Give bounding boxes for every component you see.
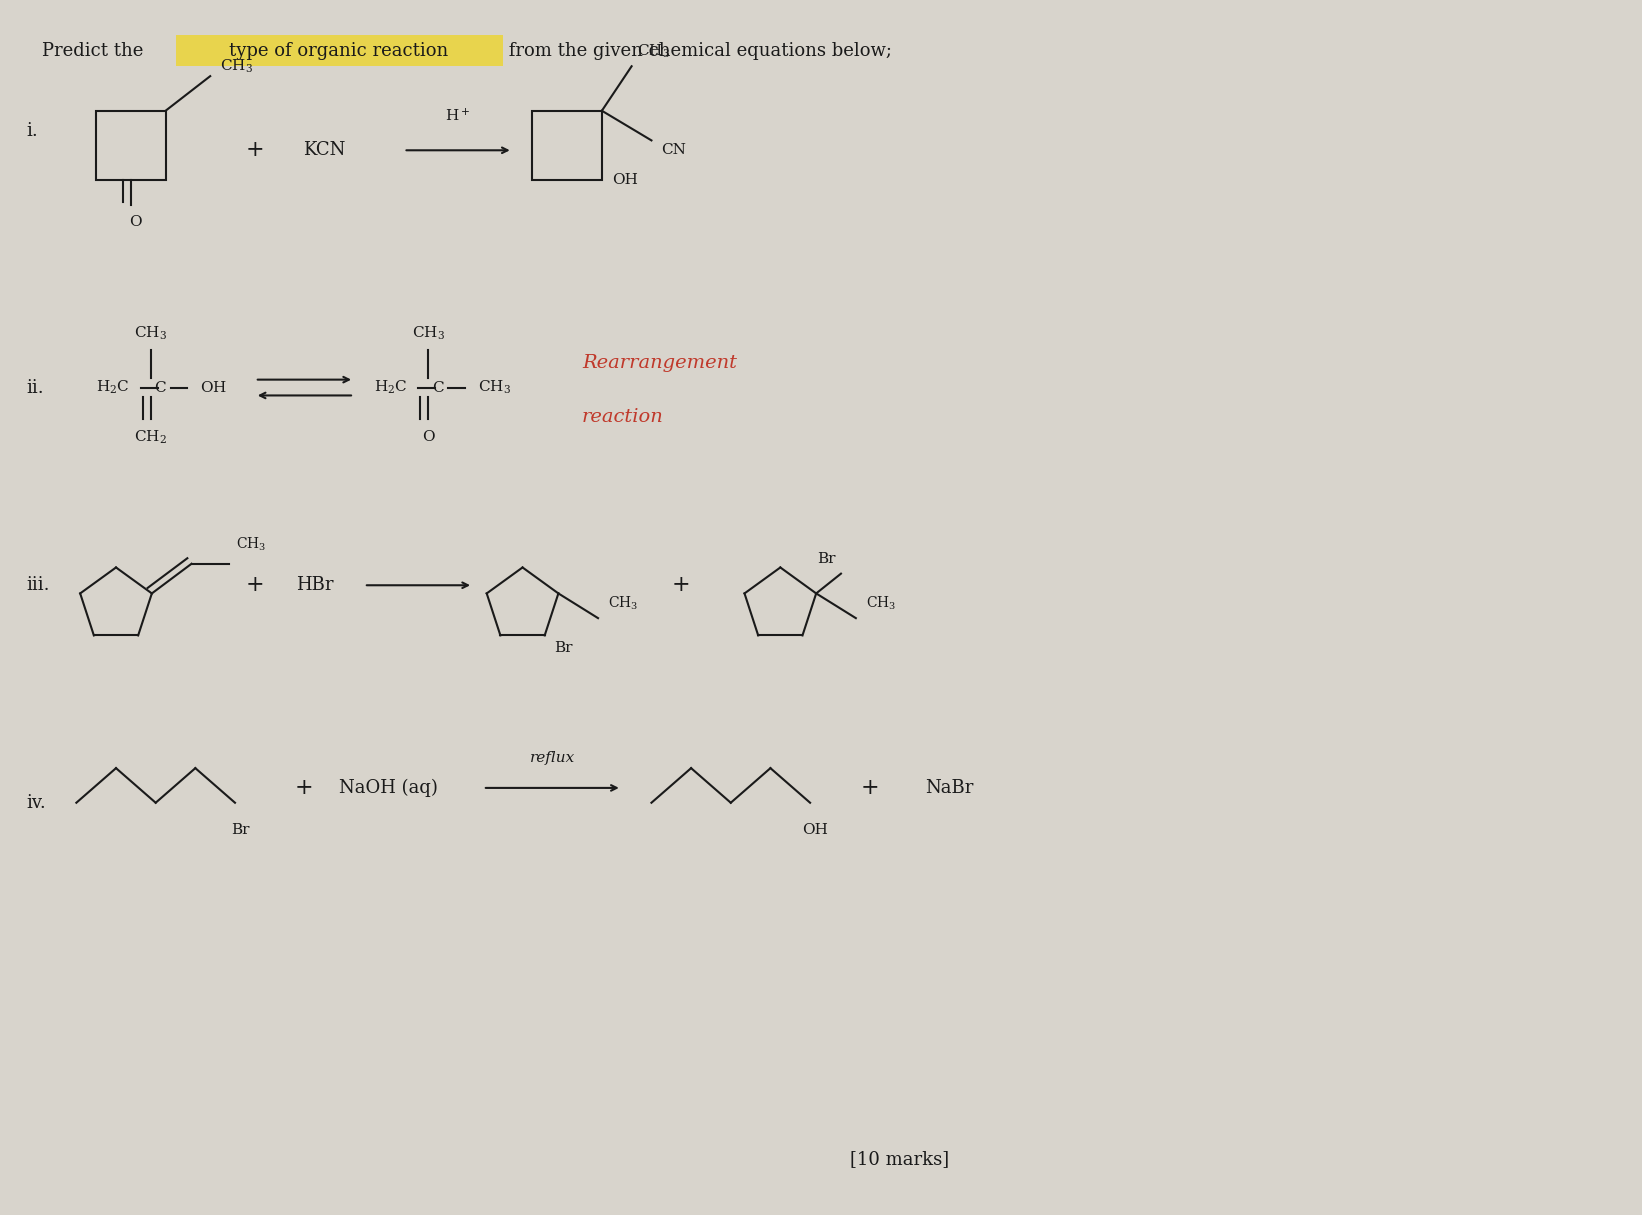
Text: Br: Br bbox=[232, 823, 250, 836]
FancyBboxPatch shape bbox=[176, 34, 502, 67]
Text: $\mathregular{CH_3}$: $\mathregular{CH_3}$ bbox=[236, 536, 266, 553]
Text: iv.: iv. bbox=[26, 793, 46, 812]
Text: NaBr: NaBr bbox=[924, 779, 974, 797]
Text: Rearrangement: Rearrangement bbox=[581, 354, 737, 372]
Text: $\mathregular{CH_3}$: $\mathregular{CH_3}$ bbox=[220, 57, 253, 75]
Text: $\mathregular{CH_3}$: $\mathregular{CH_3}$ bbox=[865, 594, 897, 612]
Text: from the given chemical equations below;: from the given chemical equations below; bbox=[502, 43, 892, 61]
Text: +: + bbox=[296, 776, 314, 799]
Text: reflux: reflux bbox=[530, 751, 575, 765]
Text: $\mathregular{CH_3}$: $\mathregular{CH_3}$ bbox=[412, 324, 445, 341]
Text: OH: OH bbox=[612, 173, 637, 187]
Text: $\mathregular{CH_3}$: $\mathregular{CH_3}$ bbox=[478, 379, 511, 396]
Text: +: + bbox=[246, 140, 264, 162]
Text: $\mathregular{C}$: $\mathregular{C}$ bbox=[154, 380, 167, 395]
Text: CN: CN bbox=[662, 143, 686, 157]
Text: type of organic reaction: type of organic reaction bbox=[230, 43, 448, 61]
Text: $\mathregular{CH_3}$: $\mathregular{CH_3}$ bbox=[637, 43, 670, 60]
Text: iii.: iii. bbox=[26, 576, 51, 594]
Text: Predict the: Predict the bbox=[41, 43, 149, 61]
Text: Br: Br bbox=[553, 640, 573, 655]
Text: O: O bbox=[422, 430, 435, 443]
Text: ii.: ii. bbox=[26, 379, 44, 396]
Text: $\mathregular{H^+}$: $\mathregular{H^+}$ bbox=[445, 107, 471, 124]
Text: $\mathregular{OH}$: $\mathregular{OH}$ bbox=[200, 380, 227, 395]
Text: O: O bbox=[130, 215, 143, 228]
Text: $\mathregular{CH_3}$: $\mathregular{CH_3}$ bbox=[608, 594, 639, 612]
Text: $\mathregular{H_2C}$: $\mathregular{H_2C}$ bbox=[374, 379, 407, 396]
Text: OH: OH bbox=[801, 823, 828, 836]
Text: +: + bbox=[672, 575, 691, 597]
Text: i.: i. bbox=[26, 122, 38, 140]
Text: $\mathregular{CH_2}$: $\mathregular{CH_2}$ bbox=[135, 428, 167, 446]
Text: [10 marks]: [10 marks] bbox=[851, 1149, 949, 1168]
Text: +: + bbox=[246, 575, 264, 597]
Text: $\mathregular{CH_3}$: $\mathregular{CH_3}$ bbox=[135, 324, 167, 341]
Text: $\mathregular{C}$: $\mathregular{C}$ bbox=[432, 380, 445, 395]
Text: $\mathregular{H_2C}$: $\mathregular{H_2C}$ bbox=[97, 379, 130, 396]
Text: HBr: HBr bbox=[296, 576, 333, 594]
Text: reaction: reaction bbox=[581, 408, 663, 426]
Text: NaOH (aq): NaOH (aq) bbox=[340, 779, 438, 797]
Text: Br: Br bbox=[816, 552, 836, 566]
Text: +: + bbox=[860, 776, 878, 799]
Text: KCN: KCN bbox=[304, 141, 345, 159]
